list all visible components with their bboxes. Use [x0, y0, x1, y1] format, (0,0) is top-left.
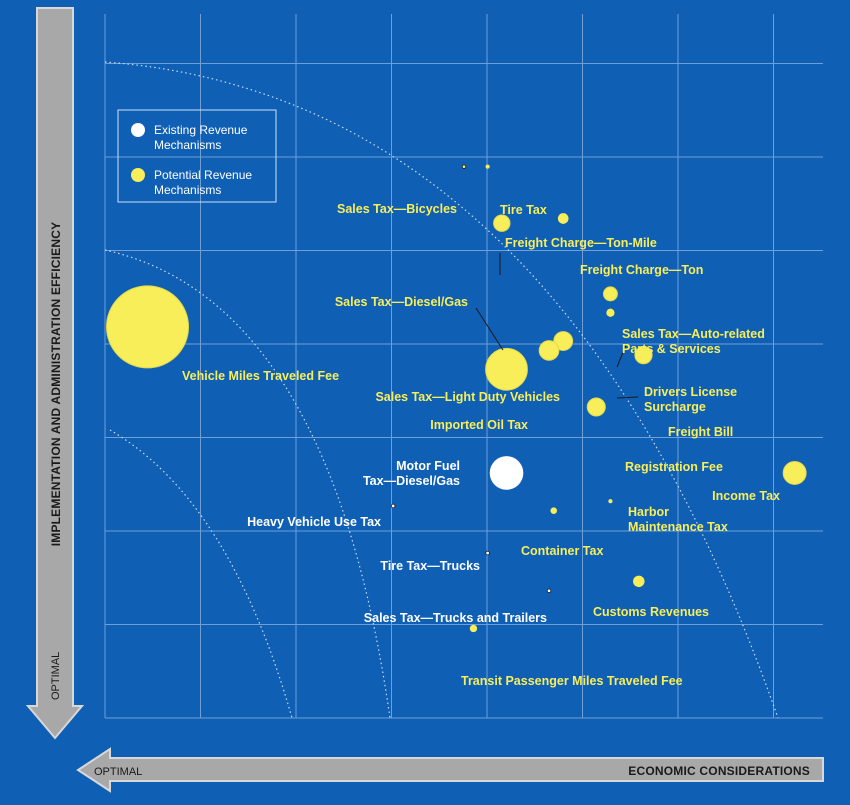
- bubble-label-line: Transit Passenger Miles Traveled Fee: [461, 674, 683, 688]
- y-axis-bar: [25, 7, 85, 740]
- legend-existing-label: Existing Revenue Mechanisms: [154, 123, 248, 152]
- bubble-label-line: Freight Charge—Ton: [580, 263, 703, 277]
- bubble-label-line: Vehicle Miles Traveled Fee: [182, 369, 339, 383]
- bubble-potential: [782, 460, 807, 485]
- bubble-potential: [469, 624, 478, 633]
- y-axis-optimal-label: OPTIMAL: [50, 652, 62, 700]
- legend-potential-marker: [131, 168, 145, 182]
- bubble-potential: [485, 347, 528, 391]
- legend-existing-marker: [131, 123, 145, 137]
- bubble-label: Vehicle Miles Traveled Fee: [182, 369, 339, 383]
- bubble-label-line: Motor Fuel: [396, 459, 460, 473]
- bubble-label: Registration Fee: [625, 460, 723, 474]
- leader-line: [616, 396, 639, 399]
- bubble-label-line: Drivers License: [644, 385, 737, 399]
- x-axis-optimal-label: OPTIMAL: [94, 766, 142, 778]
- bubble-potential: [633, 575, 645, 588]
- bubble-potential: [557, 213, 569, 224]
- bubble-label-line: Registration Fee: [625, 460, 723, 474]
- bubble-label-line: Parts & Services: [622, 342, 721, 356]
- bubble-label: Freight Bill: [668, 425, 733, 439]
- bubble-label-line: Income Tax: [712, 489, 780, 503]
- bubble-label-line: Customs Revenues: [593, 605, 709, 619]
- bubble-potential: [493, 214, 511, 232]
- bubble-label-line: Sales Tax—Auto-related: [622, 327, 765, 341]
- bubble-label-line: Container Tax: [521, 544, 603, 558]
- bubble-potential: [106, 285, 190, 369]
- bubble-existing: [390, 503, 396, 509]
- bubble-label-line: Tax—Diesel/Gas: [363, 474, 460, 488]
- bubble-potential: [485, 164, 490, 169]
- bubble-potential: [538, 340, 560, 361]
- indifference-curves: [104, 61, 779, 719]
- bubble-potential: [550, 507, 558, 514]
- curve-middle: [104, 249, 391, 719]
- bubble-label-line: Sales Tax—Bicycles: [337, 202, 457, 216]
- bubble-label: Sales Tax—Bicycles: [337, 202, 457, 216]
- bubble-potential: [602, 286, 618, 302]
- bubble-label-line: Sales Tax—Diesel/Gas: [335, 295, 468, 309]
- bubble-label-line: Freight Charge—Ton-Mile: [505, 236, 657, 250]
- bubble-label: Income Tax: [712, 489, 780, 503]
- bubbles: [106, 164, 807, 633]
- bubble-label: Drivers License Surcharge: [644, 385, 737, 414]
- bubble-label: Heavy Vehicle Use Tax: [247, 515, 381, 529]
- bubble-label-line: Maintenance Tax: [628, 520, 728, 534]
- bubble-label: Sales Tax—Diesel/Gas: [335, 295, 468, 309]
- bubble-label-line: Sales Tax—Trucks and Trailers: [364, 611, 547, 625]
- bubble-label: Freight Charge—Ton: [580, 263, 703, 277]
- bubble-label: Harbor Maintenance Tax: [628, 505, 728, 534]
- bubble-potential: [608, 499, 613, 504]
- leader-line: [616, 344, 627, 368]
- bubble-label: Imported Oil Tax: [430, 418, 528, 432]
- x-axis-arrow: OPTIMAL ECONOMIC CONSIDERATIONS: [76, 747, 824, 793]
- bubble-label-line: Harbor: [628, 505, 669, 519]
- legend-potential-label: Potential Revenue Mechanisms: [154, 168, 252, 197]
- bubble-existing: [489, 456, 524, 490]
- y-axis-title: IMPLEMENTATION AND ADMINISTRATION EFFICI…: [49, 222, 63, 547]
- bubble-label: Freight Charge—Ton-Mile: [505, 236, 657, 250]
- bubble-label: Container Tax: [521, 544, 603, 558]
- bubble-potential: [461, 164, 467, 169]
- x-axis-title: ECONOMIC CONSIDERATIONS: [628, 764, 810, 778]
- x-axis-bar: [76, 747, 824, 793]
- legend-box: [117, 109, 277, 203]
- bubble-label-line: Sales Tax—Light Duty Vehicles: [375, 390, 560, 404]
- bubble-label-line: Heavy Vehicle Use Tax: [247, 515, 381, 529]
- bubble-label: Tire Tax: [500, 203, 547, 217]
- bubble-label-line: Freight Bill: [668, 425, 733, 439]
- bubble-existing: [485, 550, 490, 556]
- y-axis-arrow: IMPLEMENTATION AND ADMINISTRATION EFFICI…: [25, 7, 85, 740]
- bubble-label-line: Imported Oil Tax: [430, 418, 528, 432]
- bubble-potential: [606, 308, 615, 317]
- bubble-potential: [634, 346, 653, 365]
- leader-line: [475, 307, 504, 351]
- bubble-potential: [553, 331, 574, 351]
- bubble-label: Transit Passenger Miles Traveled Fee: [461, 674, 683, 688]
- bubble-label: Customs Revenues: [593, 605, 709, 619]
- bubble-label: Sales Tax—Trucks and Trailers: [364, 611, 547, 625]
- bubble-label: Sales Tax—Auto-related Parts & Services: [622, 327, 765, 356]
- legend: Existing Revenue Mechanisms Potential Rev…: [117, 109, 277, 203]
- bubble-label: Sales Tax—Light Duty Vehicles: [375, 390, 560, 404]
- bubble-potential: [586, 397, 606, 417]
- bubble-label-line: Tire Tax—Trucks: [380, 559, 480, 573]
- bubble-label: Tire Tax—Trucks: [380, 559, 480, 573]
- bubble-label-line: Tire Tax: [500, 203, 547, 217]
- curve-inner: [109, 429, 293, 719]
- bubble-label-line: Surcharge: [644, 400, 706, 414]
- bubble-existing: [546, 588, 552, 593]
- bubble-label: Motor Fuel Tax—Diesel/Gas: [363, 459, 460, 488]
- bubble-labels: Vehicle Miles Traveled Fee Sales Tax—Dies…: [182, 202, 780, 688]
